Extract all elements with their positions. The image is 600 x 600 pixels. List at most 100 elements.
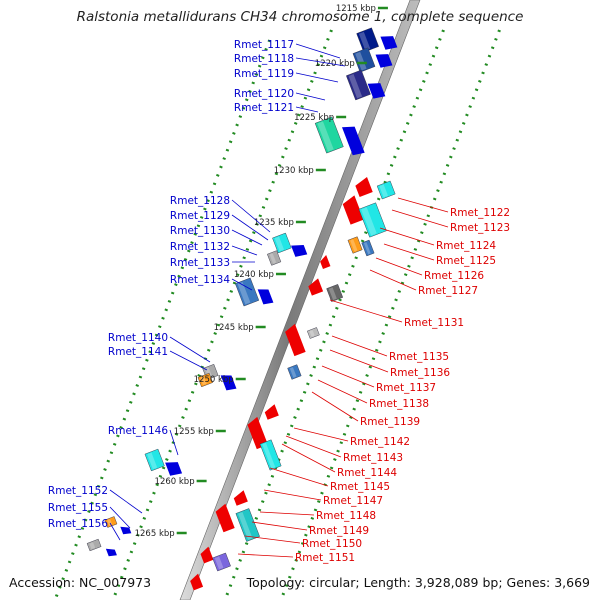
forward-gene-label[interactable]: Rmet_1152 [48,485,108,497]
tick-label: 1250 kbp [194,375,234,385]
gene-box [104,516,118,528]
reverse-gene-label[interactable]: Rmet_1122 [450,207,510,219]
reverse-gene-label[interactable]: Rmet_1147 [323,495,383,507]
gene-arrow [291,245,308,259]
gene-box [346,69,371,101]
forward-leader-line [109,506,131,529]
reverse-gene-label[interactable]: Rmet_1137 [376,382,436,394]
forward-gene-label[interactable]: Rmet_1134 [170,274,230,286]
tick-label: 1260 kbp [155,477,195,487]
gene-arrow [215,503,235,533]
gene-arrow [233,490,248,506]
forward-gene-labels: Rmet_1117 Rmet_1118 Rmet_1119 Rmet_1120 Rmet… [48,39,294,530]
forward-gene-label[interactable]: Rmet_1130 [170,225,230,237]
gene-box [361,239,375,257]
gene-box [314,116,344,154]
reverse-leader-line [285,435,342,458]
forward-gene-label[interactable]: Rmet_1156 [48,518,108,530]
tick-label: 1265 kbp [135,529,175,539]
gene-arrow [375,54,393,70]
reverse-gene-label[interactable]: Rmet_1126 [424,270,484,282]
reverse-gene-label[interactable]: Rmet_1150 [302,538,362,550]
gene-arrow [308,278,324,296]
reverse-gene-label[interactable]: Rmet_1145 [330,481,390,493]
reverse-gene-label[interactable]: Rmet_1139 [360,416,420,428]
gene-box [356,27,379,53]
forward-leader-line [231,229,263,246]
reverse-leader-line [281,443,336,473]
forward-gene-label[interactable]: Rmet_1155 [48,502,108,514]
gene-box [259,439,282,471]
gene-arrow [367,83,386,101]
forward-leader-line [109,489,143,514]
reverse-leader-line [329,349,389,373]
tick-label: 1235 kbp [254,218,294,228]
gene-arrow [190,573,204,591]
gene-box [144,448,165,472]
forward-gene-label[interactable]: Rmet_1146 [108,425,168,437]
gene-box [376,180,396,200]
forward-leader-line [231,199,271,233]
gene-arrow [247,416,268,450]
gene-features [86,27,398,591]
reverse-gene-label[interactable]: Rmet_1138 [369,398,429,410]
gene-box [326,284,344,302]
forward-gene-label[interactable]: Rmet_1141 [108,346,168,358]
reverse-gene-label[interactable]: Rmet_1151 [295,552,355,564]
forward-gene-label[interactable]: Rmet_1117 [234,39,294,51]
reverse-gene-label[interactable]: Rmet_1125 [436,255,496,267]
gene-box [86,538,102,552]
reverse-gene-label[interactable]: Rmet_1144 [337,467,397,479]
reverse-gene-label[interactable]: Rmet_1142 [350,436,410,448]
reverse-gene-label[interactable]: Rmet_1143 [343,452,403,464]
accession-label: Accession: NC_007973 [9,575,152,590]
reverse-leader-line [331,335,388,357]
reverse-leader-line [329,299,403,323]
forward-gene-label[interactable]: Rmet_1140 [108,332,168,344]
reverse-leader-line [321,365,375,388]
forward-gene-label[interactable]: Rmet_1133 [170,257,230,269]
reverse-leader-lines [237,197,449,558]
reverse-leader-line [251,521,308,531]
forward-gene-label[interactable]: Rmet_1121 [234,102,294,114]
gene-arrow [320,254,331,270]
reverse-gene-label[interactable]: Rmet_1123 [450,222,510,234]
reverse-gene-label[interactable]: Rmet_1127 [418,285,478,297]
gene-arrow [220,375,237,393]
gene-arrow [264,404,279,420]
forward-leader-line [295,57,346,67]
forward-leader-line [231,214,269,241]
forward-leader-line [295,106,319,113]
tick-label: 1240 kbp [234,270,274,280]
forward-gene-label[interactable]: Rmet_1119 [234,68,294,80]
forward-gene-label[interactable]: Rmet_1132 [170,241,230,253]
forward-leader-line [231,245,258,256]
gene-arrow [200,546,214,564]
gene-box [267,250,282,266]
forward-leader-line [109,522,121,541]
reverse-gene-label[interactable]: Rmet_1149 [309,525,369,537]
reverse-leader-line [375,257,423,276]
gene-arrow [105,548,117,559]
forward-gene-label[interactable]: Rmet_1128 [170,195,230,207]
dotted-tracks [53,29,501,600]
topology-stats: Topology: circular; Length: 3,928,089 bp… [246,575,590,590]
reverse-leader-line [244,535,301,544]
reverse-gene-label[interactable]: Rmet_1135 [389,351,449,363]
dotted-track-1 [53,39,272,600]
reverse-gene-label[interactable]: Rmet_1148 [316,510,376,522]
reverse-gene-label[interactable]: Rmet_1131 [404,317,464,329]
tick-label: 1245 kbp [214,323,254,333]
forward-leader-line [231,278,253,291]
gene-arrow [165,462,183,478]
reverse-leader-line [391,209,449,228]
reverse-gene-label[interactable]: Rmet_1124 [436,240,496,252]
forward-gene-label[interactable]: Rmet_1118 [234,53,294,65]
forward-gene-label[interactable]: Rmet_1120 [234,88,294,100]
reverse-gene-label[interactable]: Rmet_1136 [390,367,450,379]
gene-box [272,232,292,254]
forward-gene-label[interactable]: Rmet_1129 [170,210,230,222]
tick-label: 1230 kbp [274,166,314,176]
gene-arrow [257,289,274,307]
